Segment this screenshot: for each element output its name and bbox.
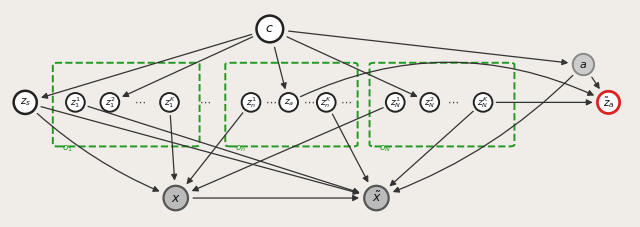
Ellipse shape — [66, 93, 84, 112]
Text: $\tilde{z}_a$: $\tilde{z}_a$ — [603, 95, 614, 110]
Text: $\tilde{x}$: $\tilde{x}$ — [372, 191, 381, 205]
Text: $o_N$: $o_N$ — [379, 143, 391, 154]
Text: $z_N^2$: $z_N^2$ — [424, 95, 435, 110]
Text: $\cdots$: $\cdots$ — [198, 96, 211, 106]
Text: $z_s$: $z_s$ — [20, 96, 31, 108]
Ellipse shape — [100, 93, 119, 112]
Ellipse shape — [163, 186, 188, 210]
Ellipse shape — [317, 93, 335, 112]
Text: $o_1$: $o_1$ — [62, 143, 73, 154]
Text: $z_1^K$: $z_1^K$ — [164, 95, 175, 110]
Ellipse shape — [242, 93, 260, 112]
Text: $z_N^1$: $z_N^1$ — [390, 95, 401, 110]
Text: $o_n$: $o_n$ — [235, 143, 246, 154]
Ellipse shape — [13, 91, 36, 114]
Text: $z_1^2$: $z_1^2$ — [104, 95, 115, 110]
Ellipse shape — [573, 54, 594, 75]
Text: $z_a$: $z_a$ — [284, 97, 294, 108]
Text: $z_n^K$: $z_n^K$ — [321, 95, 332, 110]
Text: $a$: $a$ — [579, 59, 588, 69]
Text: $z_1^1$: $z_1^1$ — [70, 95, 81, 110]
Ellipse shape — [474, 93, 492, 112]
Text: $\cdots$: $\cdots$ — [303, 96, 315, 106]
Ellipse shape — [279, 93, 298, 112]
Ellipse shape — [420, 93, 439, 112]
Text: $\cdots$: $\cdots$ — [340, 96, 352, 106]
Text: $z_n^1$: $z_n^1$ — [246, 95, 257, 110]
Ellipse shape — [160, 93, 179, 112]
Text: $x$: $x$ — [171, 192, 180, 205]
Text: $\cdots$: $\cdots$ — [134, 96, 146, 106]
Ellipse shape — [257, 16, 283, 42]
Text: $\cdots$: $\cdots$ — [264, 96, 276, 106]
Ellipse shape — [364, 186, 388, 210]
Ellipse shape — [386, 93, 404, 112]
Text: $c$: $c$ — [266, 22, 274, 35]
Text: $z_N^K$: $z_N^K$ — [477, 95, 489, 110]
Text: $\cdots$: $\cdots$ — [447, 96, 459, 106]
Ellipse shape — [597, 91, 620, 114]
